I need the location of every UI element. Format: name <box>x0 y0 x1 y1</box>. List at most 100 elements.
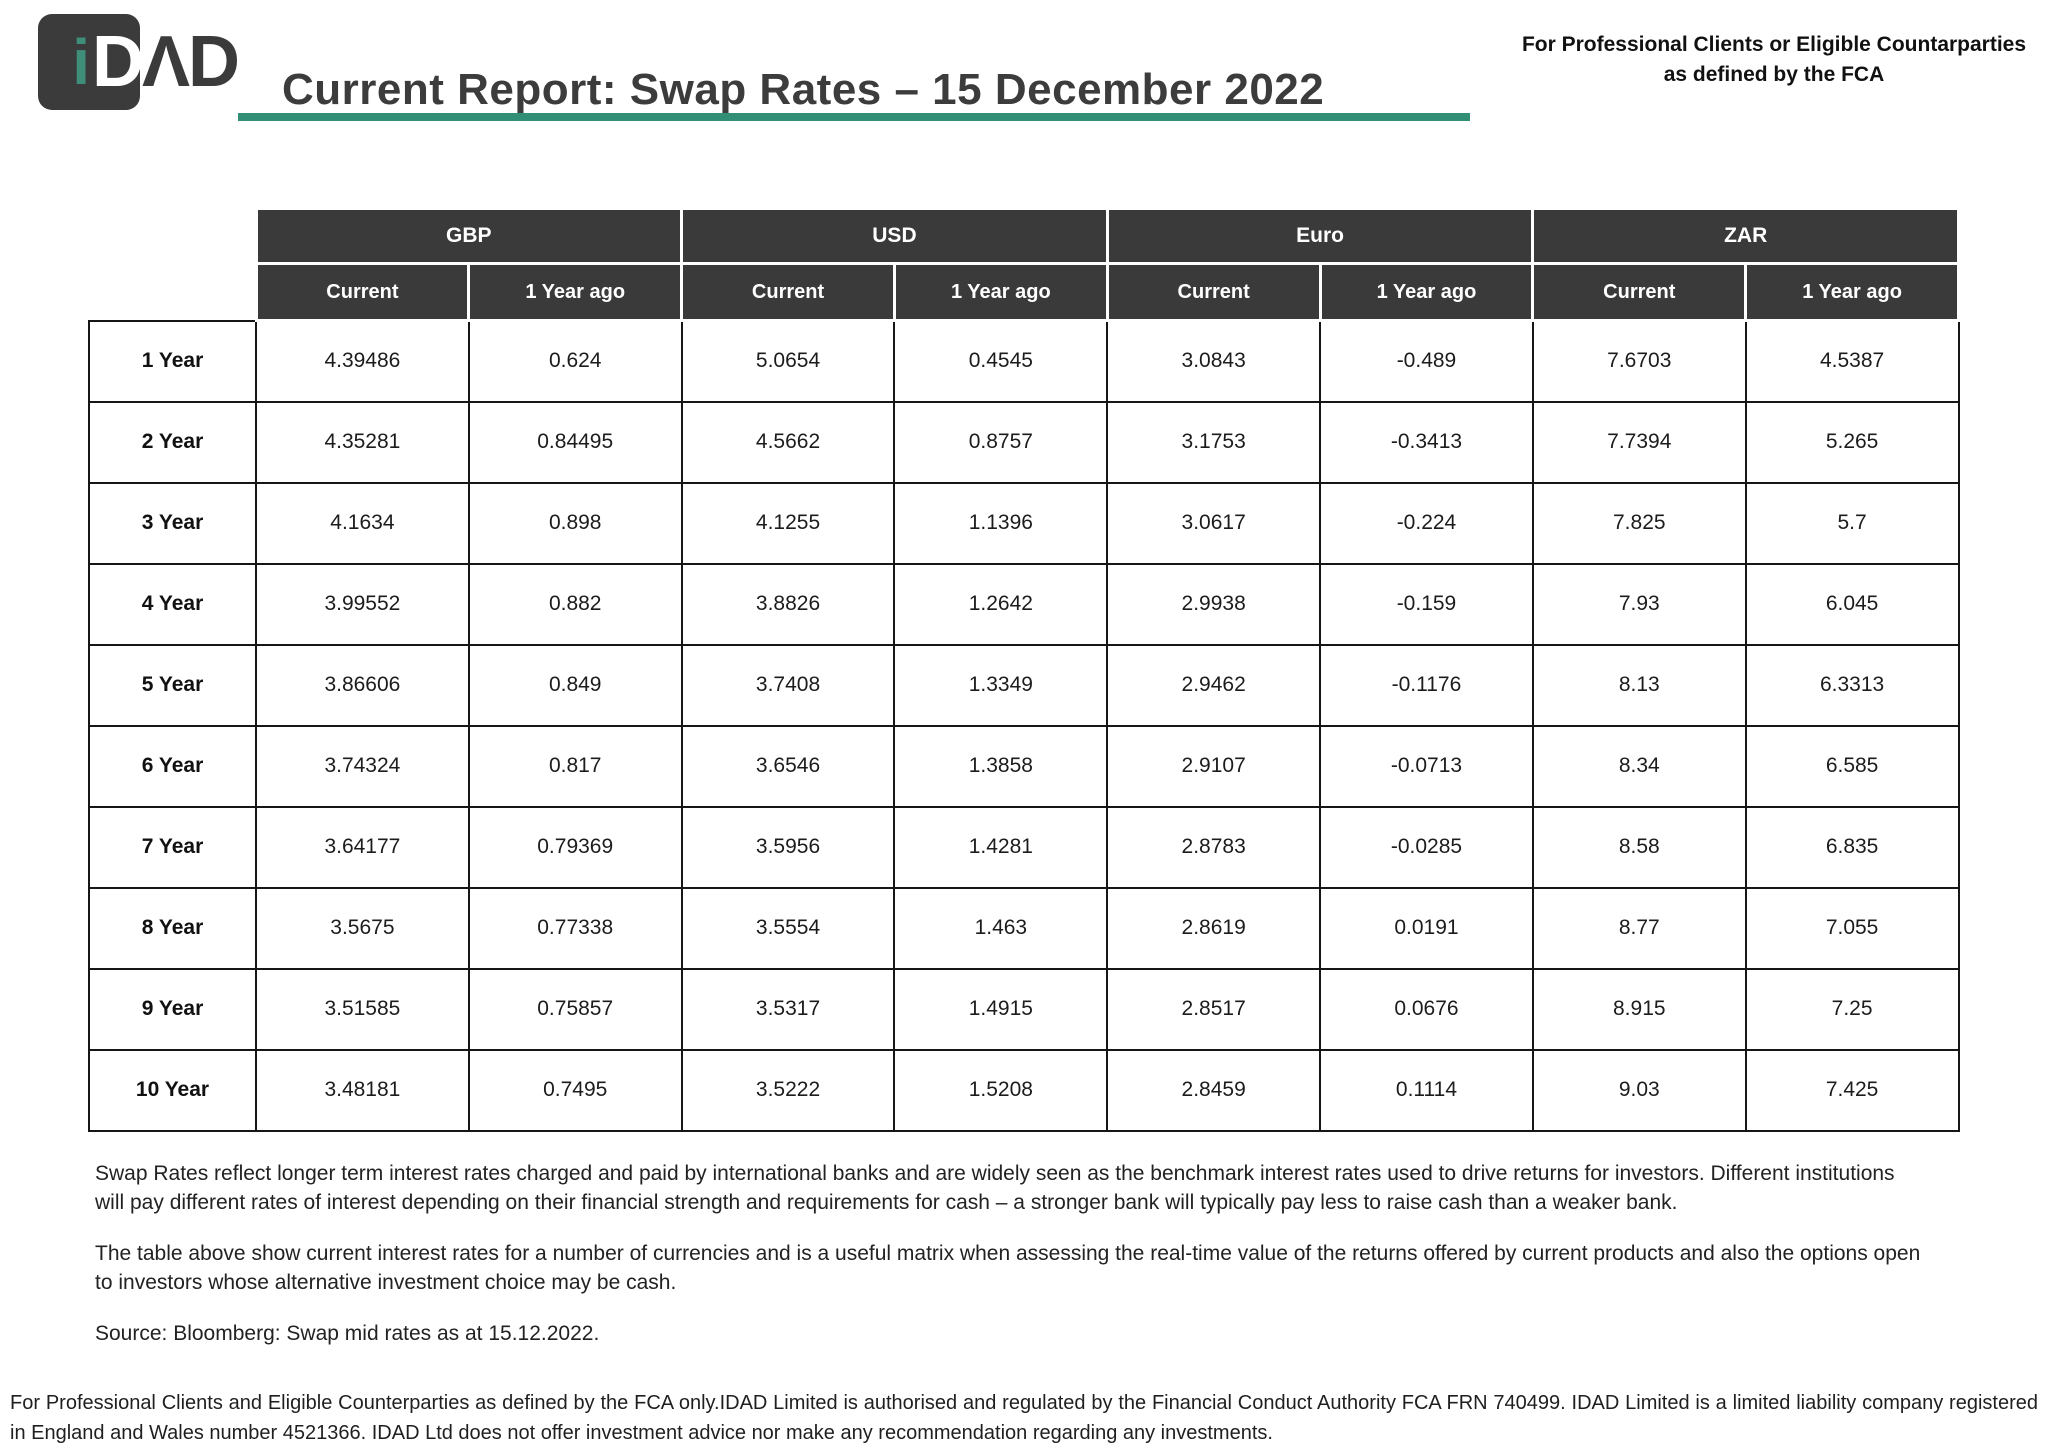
rate-cell: -0.0713 <box>1319 724 1534 808</box>
sub-header-usd-current: Current <box>680 262 896 322</box>
table-row-10-year: 10 Year 3.48181 0.7495 3.5222 1.5208 2.8459 0.… <box>88 1048 1960 1132</box>
rate-cell: 1.1396 <box>893 481 1109 565</box>
table-row-6-year: 6 Year 3.74324 0.817 3.6546 1.3858 2.9107 -0.0… <box>88 724 1960 808</box>
swap-table-body: 1 Year 4.39486 0.624 5.0654 0.4545 3.0843 -0.4… <box>88 319 1960 1132</box>
rate-cell: 3.51585 <box>255 967 470 1051</box>
swap-table-head: GBP USD Euro ZAR Current 1 Year ago Current 1 … <box>89 207 1960 322</box>
rate-cell: 4.35281 <box>255 400 470 484</box>
rate-cell: 0.817 <box>467 724 683 808</box>
rate-cell: 2.9938 <box>1106 562 1322 646</box>
rate-cell: -0.159 <box>1319 562 1534 646</box>
currency-header-euro: Euro <box>1105 207 1535 265</box>
rate-cell: 3.64177 <box>255 805 470 889</box>
table-row-9-year: 9 Year 3.51585 0.75857 3.5317 1.4915 2.8517 0.… <box>88 967 1960 1051</box>
rate-cell: 0.84495 <box>467 400 683 484</box>
sub-header-zar-current: Current <box>1531 262 1748 322</box>
footer-disclaimer: For Professional Clients and Eligible Co… <box>10 1392 2038 1444</box>
row-label: 1 Year <box>88 319 257 403</box>
rate-cell: 4.1634 <box>255 481 470 565</box>
rate-cell: 2.8783 <box>1106 805 1322 889</box>
row-label: 5 Year <box>88 643 257 727</box>
rate-cell: 2.8517 <box>1106 967 1322 1051</box>
rate-cell: 6.3313 <box>1744 643 1960 727</box>
rate-cell: 0.75857 <box>467 967 683 1051</box>
rate-cell: 3.6546 <box>680 724 896 808</box>
currency-header-gbp: GBP <box>254 207 684 265</box>
row-label: 9 Year <box>88 967 257 1051</box>
row-label: 6 Year <box>88 724 257 808</box>
rate-cell: 4.5387 <box>1744 319 1960 403</box>
rate-cell: 5.7 <box>1744 481 1960 565</box>
rate-cell: 4.5662 <box>680 400 896 484</box>
table-row-3-year: 3 Year 4.1634 0.898 4.1255 1.1396 3.0617 -0.22… <box>88 481 1960 565</box>
logo-letters-ad: ΛD <box>142 22 240 102</box>
rate-cell: 6.045 <box>1744 562 1960 646</box>
rate-cell: 3.7408 <box>680 643 896 727</box>
rate-cell: 0.7495 <box>467 1048 683 1132</box>
rate-cell: 3.1753 <box>1106 400 1322 484</box>
table-corner-cell <box>89 209 256 321</box>
row-label: 7 Year <box>88 805 257 889</box>
rate-cell: 3.5956 <box>680 805 896 889</box>
notes-section: Swap Rates reflect longer term interest … <box>95 1160 1927 1349</box>
rate-cell: 1.4915 <box>893 967 1109 1051</box>
rate-cell: 7.6703 <box>1531 319 1747 403</box>
rate-cell: 3.86606 <box>255 643 470 727</box>
rate-cell: 0.0191 <box>1319 886 1534 970</box>
rate-cell: 8.58 <box>1531 805 1747 889</box>
page-title: Current Report: Swap Rates – 15 December… <box>282 65 1325 115</box>
currency-header-zar: ZAR <box>1531 207 1960 265</box>
title-underline-rule <box>238 113 1470 121</box>
row-label: 2 Year <box>88 400 257 484</box>
rate-cell: 3.0843 <box>1106 319 1322 403</box>
rate-cell: 2.8619 <box>1106 886 1322 970</box>
rate-cell: 1.5208 <box>893 1048 1109 1132</box>
currency-header-row: GBP USD Euro ZAR <box>89 207 1960 265</box>
rate-cell: 1.463 <box>893 886 1109 970</box>
rate-cell: 3.5317 <box>680 967 896 1051</box>
rate-cell: 8.34 <box>1531 724 1747 808</box>
table-row-4-year: 4 Year 3.99552 0.882 3.8826 1.2642 2.9938 -0.1… <box>88 562 1960 646</box>
rate-cell: 3.5675 <box>255 886 470 970</box>
rate-cell: 3.74324 <box>255 724 470 808</box>
sub-header-gbp-current: Current <box>254 262 471 322</box>
rate-cell: 1.3349 <box>893 643 1109 727</box>
rate-cell: 7.425 <box>1744 1048 1960 1132</box>
rate-cell: 3.5554 <box>680 886 896 970</box>
swap-rates-table: GBP USD Euro ZAR Current 1 Year ago Current 1 … <box>88 207 1960 1132</box>
rate-cell: 3.0617 <box>1106 481 1322 565</box>
row-label: 3 Year <box>88 481 257 565</box>
sub-header-usd-1-year-ago: 1 Year ago <box>892 262 1109 322</box>
rate-cell: 0.4545 <box>893 319 1109 403</box>
rate-cell: -0.224 <box>1319 481 1534 565</box>
table-row-2-year: 2 Year 4.35281 0.84495 4.5662 0.8757 3.1753 -0… <box>88 400 1960 484</box>
rate-cell: 0.849 <box>467 643 683 727</box>
rate-cell: -0.489 <box>1319 319 1534 403</box>
rate-cell: 7.93 <box>1531 562 1747 646</box>
rate-cell: 8.13 <box>1531 643 1747 727</box>
table-row-5-year: 5 Year 3.86606 0.849 3.7408 1.3349 2.9462 -0.1… <box>88 643 1960 727</box>
table-row-7-year: 7 Year 3.64177 0.79369 3.5956 1.4281 2.8783 -0… <box>88 805 1960 889</box>
row-label: 4 Year <box>88 562 257 646</box>
rate-cell: 8.77 <box>1531 886 1747 970</box>
rate-cell: 7.825 <box>1531 481 1747 565</box>
table-row-1-year: 1 Year 4.39486 0.624 5.0654 0.4545 3.0843 -0.4… <box>88 319 1960 403</box>
sub-header-zar-1-year-ago: 1 Year ago <box>1744 262 1960 322</box>
rate-cell: 1.4281 <box>893 805 1109 889</box>
rate-cell: -0.0285 <box>1319 805 1534 889</box>
rate-cell: 1.2642 <box>893 562 1109 646</box>
sub-header-gbp-1-year-ago: 1 Year ago <box>467 262 684 322</box>
rate-cell: 2.8459 <box>1106 1048 1322 1132</box>
rate-cell: 7.25 <box>1744 967 1960 1051</box>
rate-cell: 1.3858 <box>893 724 1109 808</box>
rate-cell: 3.48181 <box>255 1048 470 1132</box>
rate-cell: -0.1176 <box>1319 643 1534 727</box>
rate-cell: 0.77338 <box>467 886 683 970</box>
compliance-note: For Professional Clients or Eligible Cou… <box>1521 33 2027 86</box>
rate-cell: 6.835 <box>1744 805 1960 889</box>
rate-cell: 7.055 <box>1744 886 1960 970</box>
logo-letter-d: D <box>92 22 140 102</box>
note-paragraph-2: The table above show current interest ra… <box>95 1241 1921 1294</box>
rate-cell: 0.882 <box>467 562 683 646</box>
idad-logo: i D ΛD <box>38 14 240 114</box>
